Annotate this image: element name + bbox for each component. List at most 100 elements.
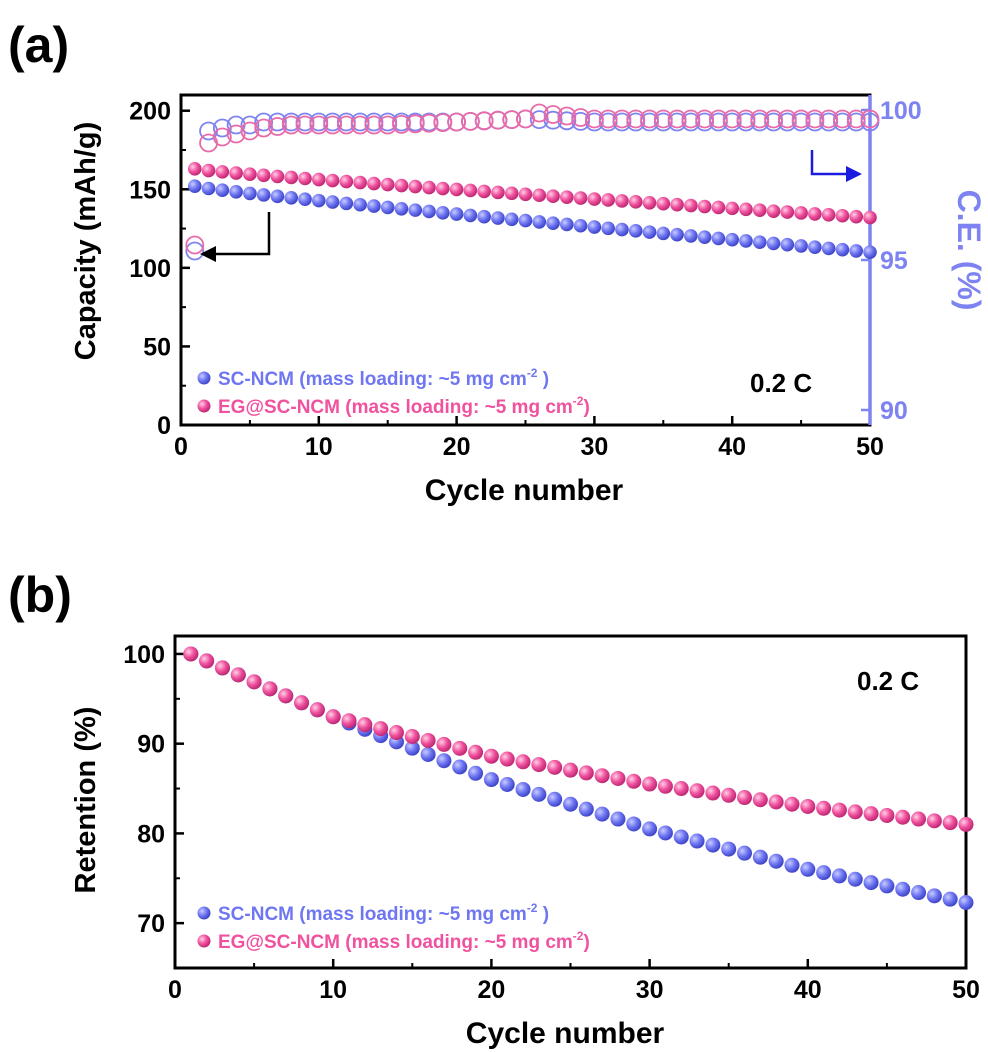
- panel-a-capacity-point-EG@SC-NCM: [436, 181, 450, 196]
- panel-a-ce-point-EG@SC-NCM: [819, 109, 839, 129]
- panel-a-capacity-point-EG@SC-NCM: [821, 208, 836, 222]
- panel-a-ce-point-EG@SC-NCM: [612, 109, 632, 129]
- panel-b-legend-marker-1: [197, 906, 211, 920]
- panel-a-capacity-point-EG@SC-NCM: [615, 194, 629, 208]
- panel-b-retention-point-EG@SC-NCM: [752, 792, 768, 808]
- panel-a-ce-point-EG@SC-NCM: [268, 117, 287, 136]
- panel-b-label: (b): [8, 567, 72, 623]
- panel-a-capacity-point-SC-NCM: [504, 212, 519, 227]
- panel-a-capacity-point-EG@SC-NCM: [325, 173, 340, 188]
- panel-a-capacity-point-SC-NCM: [312, 193, 326, 208]
- panel-a-ce-point-EG@SC-NCM: [846, 109, 866, 129]
- panel-b-retention-point-SC-NCM: [784, 857, 800, 873]
- panel-b-retention-point-SC-NCM: [563, 796, 578, 812]
- panel-b-retention-point-SC-NCM: [768, 853, 784, 869]
- panel-b-retention-point-SC-NCM: [737, 845, 753, 861]
- panel-b-retention-point-EG@SC-NCM: [626, 773, 642, 789]
- panel-a-capacity-point-EG@SC-NCM: [780, 205, 795, 219]
- panel-b-retention-point-EG@SC-NCM: [515, 754, 531, 770]
- panel-a-ce-point-EG@SC-NCM: [736, 109, 756, 129]
- panel-a-capacity-point-SC-NCM: [849, 244, 864, 258]
- panel-a-capacity-point-EG@SC-NCM: [215, 165, 230, 179]
- panel-b-retention-point-SC-NCM: [831, 868, 847, 884]
- panel-b-retention-point-EG@SC-NCM: [705, 785, 721, 801]
- panel-b-retention-point-SC-NCM: [816, 865, 832, 881]
- panel-a-capacity-point-EG@SC-NCM: [656, 196, 671, 211]
- panel-a-capacity-point-EG@SC-NCM: [697, 199, 712, 214]
- panel-b-x-tick-label: 50: [952, 976, 980, 1004]
- panel-a-ce-point-EG@SC-NCM: [653, 109, 673, 129]
- panel-b-retention-point-SC-NCM: [926, 888, 942, 904]
- panel-a-capacity-point-EG@SC-NCM: [229, 166, 243, 180]
- panel-a-y2-tick-label: 90: [880, 397, 908, 425]
- panel-a-capacity-point-SC-NCM: [436, 205, 450, 220]
- panel-b-retention-point-SC-NCM: [594, 806, 610, 822]
- panel-a-capacity-point-SC-NCM: [422, 204, 436, 219]
- panel-b-retention-point-EG@SC-NCM: [230, 667, 246, 683]
- arrow-left-capacity: [214, 212, 271, 256]
- panel-b-retention-point-EG@SC-NCM: [404, 728, 420, 744]
- panel-b-retention-point-SC-NCM: [499, 777, 515, 793]
- panel-a-capacity-point-EG@SC-NCM: [463, 183, 478, 198]
- panel-a-capacity-point-SC-NCM: [532, 215, 547, 229]
- panel-b-retention-point-SC-NCM: [547, 791, 563, 807]
- panel-b-retention-point-EG@SC-NCM: [388, 725, 404, 741]
- panel-a-capacity-point-EG@SC-NCM: [766, 204, 781, 218]
- panel-a-y2-tick-label: 100: [880, 97, 922, 125]
- panel-a-capacity-point-SC-NCM: [546, 216, 560, 230]
- panel-a-capacity-point-SC-NCM: [215, 183, 230, 198]
- panel-a-ce-point-EG@SC-NCM: [378, 115, 398, 135]
- panel-b-y-tick-label: 90: [137, 731, 165, 759]
- panel-b-retention-point-SC-NCM: [610, 811, 626, 827]
- panel-a-capacity-point-EG@SC-NCM: [518, 187, 533, 202]
- panel-a-capacity-point-EG@SC-NCM: [243, 167, 257, 182]
- panel-a-capacity-point-EG@SC-NCM: [312, 172, 326, 187]
- panel-b-retention-point-EG@SC-NCM: [737, 790, 753, 806]
- panel-a-capacity-point-SC-NCM: [628, 224, 643, 238]
- panel-a-capacity-point-EG@SC-NCM: [808, 207, 822, 221]
- panel-b-retention-point-EG@SC-NCM: [831, 802, 847, 818]
- panel-a-capacity-point-EG@SC-NCM: [380, 177, 395, 192]
- panel-a-capacity-point-SC-NCM: [339, 196, 354, 211]
- panel-a-ce-point-EG@SC-NCM: [405, 114, 425, 134]
- panel-b-retention-point-EG@SC-NCM: [578, 765, 594, 781]
- panel-a-x-tick-label: 40: [718, 433, 746, 461]
- panel-b-legend-marker-2: [197, 934, 211, 948]
- panel-b-retention-point-EG@SC-NCM: [689, 783, 705, 799]
- panel-b-retention-point-SC-NCM: [657, 825, 673, 841]
- panel-b-retention-point-SC-NCM: [895, 881, 911, 897]
- panel-a-legend-label-2: EG@SC-NCM (mass loading: ~5 mg cm-2): [218, 394, 590, 418]
- panel-a-ce-point-EG@SC-NCM: [557, 106, 577, 126]
- panel-a-ce-point-EG@SC-NCM: [240, 121, 260, 141]
- panel-a-capacity-point-SC-NCM: [367, 199, 381, 213]
- panel-b-retention-point-SC-NCM: [863, 875, 879, 891]
- panel-a-capacity-point-SC-NCM: [187, 179, 202, 193]
- panel-a-ce-point-EG@SC-NCM: [640, 109, 659, 129]
- panel-a-ce-point-EG@SC-NCM: [626, 109, 646, 129]
- panel-b-retention-point-EG@SC-NCM: [420, 732, 436, 748]
- panel-b-retention-point-SC-NCM: [721, 841, 737, 857]
- panel-a-capacity-point-EG@SC-NCM: [491, 185, 505, 200]
- panel-b-retention-point-EG@SC-NCM: [847, 804, 863, 820]
- panel-a-capacity-point-SC-NCM: [863, 245, 877, 259]
- panel-a-capacity-point-EG@SC-NCM: [587, 192, 602, 206]
- panel-b-retention-point-SC-NCM: [420, 746, 436, 762]
- panel-a-capacity-point-EG@SC-NCM: [394, 178, 409, 193]
- panel-a-capacity-point-EG@SC-NCM: [284, 170, 299, 185]
- panel-a-ce-point-EG@SC-NCM: [585, 109, 604, 129]
- panel-a-capacity-point-EG@SC-NCM: [422, 180, 436, 195]
- panel-a-capacity-point-SC-NCM: [821, 241, 836, 256]
- panel-b-retention-point-EG@SC-NCM: [768, 794, 784, 810]
- panel-b-retention-point-EG@SC-NCM: [246, 674, 262, 690]
- panel-a-capacity-point-SC-NCM: [601, 221, 615, 236]
- panel-a-capacity-point-SC-NCM: [353, 197, 367, 212]
- panel-b-retention-point-SC-NCM: [911, 885, 927, 901]
- panel-a-capacity-point-EG@SC-NCM: [504, 186, 519, 201]
- panel-a-capacity-point-EG@SC-NCM: [849, 209, 864, 224]
- panel-a-ce-point-SC-NCM: [185, 241, 205, 261]
- arrow-right-ce-head: [846, 166, 862, 182]
- panel-b-retention-point-SC-NCM: [531, 786, 547, 802]
- panel-a-ce-point-SC-NCM: [240, 115, 260, 135]
- panel-a-capacity-point-EG@SC-NCM: [573, 191, 588, 205]
- panel-a-capacity-point-EG@SC-NCM: [628, 195, 643, 209]
